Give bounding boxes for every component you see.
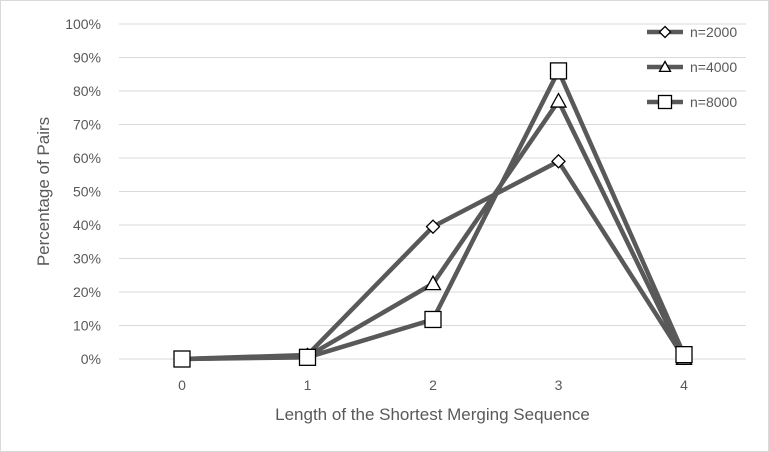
square-marker — [298, 348, 317, 366]
diamond-marker — [658, 25, 672, 39]
legend-item: n=8000 — [647, 94, 737, 110]
legend: n=2000 n=4000 n=8000 — [647, 24, 737, 110]
y-tick-label: 10% — [73, 318, 101, 334]
legend-label: n=4000 — [690, 59, 737, 75]
series-markers-n=2000 — [174, 153, 692, 367]
diamond-marker — [551, 153, 566, 169]
legend-label: n=8000 — [690, 94, 737, 110]
series-n=2000 — [181, 159, 686, 362]
x-tick-label: 3 — [555, 377, 563, 393]
y-tick-label: 50% — [73, 184, 101, 200]
x-tick-label: 2 — [429, 377, 437, 393]
y-axis-title: Percentage of Pairs — [34, 117, 53, 266]
legend-item: n=4000 — [647, 59, 737, 75]
square-marker — [424, 310, 442, 329]
y-tick-label: 0% — [81, 351, 101, 367]
x-tick-label: 1 — [304, 377, 312, 393]
x-tick-label: 0 — [178, 377, 186, 393]
triangle-marker — [658, 60, 672, 73]
y-tick-label: 60% — [73, 150, 101, 166]
y-axis-ticks: 0% 10% 20% 30% 40% 50% 60% 70% 80% 90% 100% — [65, 16, 101, 367]
triangle-marker — [424, 274, 442, 291]
y-tick-label: 100% — [65, 16, 101, 32]
x-tick-label: 4 — [680, 377, 688, 393]
y-tick-label: 70% — [73, 117, 101, 133]
square-marker — [657, 94, 673, 110]
series-group — [173, 62, 693, 368]
y-tick-label: 80% — [73, 83, 101, 99]
series-markers-n=8000 — [173, 62, 693, 368]
x-axis-ticks: 0 1 2 3 4 — [178, 377, 688, 393]
x-axis-title: Length of the Shortest Merging Sequence — [275, 405, 590, 424]
y-tick-label: 90% — [73, 50, 101, 66]
square-marker — [549, 62, 568, 80]
y-tick-label: 20% — [73, 284, 101, 300]
square-marker — [675, 345, 693, 364]
y-tick-label: 40% — [73, 217, 101, 233]
legend-label: n=2000 — [690, 24, 737, 40]
diamond-marker — [425, 219, 441, 235]
square-marker — [173, 350, 191, 368]
y-tick-label: 30% — [73, 251, 101, 267]
triangle-marker — [549, 92, 568, 108]
series-line — [181, 159, 686, 362]
legend-item: n=2000 — [647, 24, 737, 40]
